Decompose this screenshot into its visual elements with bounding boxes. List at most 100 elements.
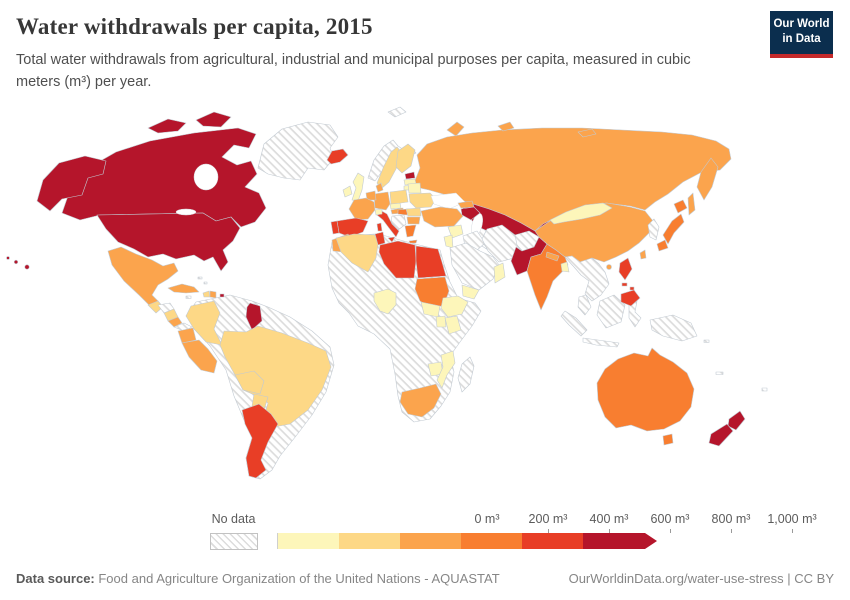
no-data-region-indochina[interactable] — [564, 255, 610, 302]
country-mongolia[interactable] — [549, 202, 613, 225]
country-ethiopia[interactable] — [440, 295, 469, 318]
country-usa-hawaii-3[interactable] — [24, 264, 30, 270]
country-france[interactable] — [348, 197, 376, 221]
country-russia-kamchatka[interactable] — [696, 157, 719, 201]
country-usa-hawaii-1[interactable] — [6, 256, 10, 260]
country-netherlands[interactable] — [365, 190, 377, 201]
legend-bin-600-800[interactable] — [461, 533, 522, 549]
country-syria[interactable] — [447, 224, 464, 239]
country-poland[interactable] — [389, 189, 409, 205]
country-korea[interactable] — [647, 218, 660, 241]
country-israel[interactable] — [443, 234, 454, 249]
legend-bin-800-1000[interactable] — [522, 533, 583, 549]
country-algeria[interactable] — [335, 233, 379, 273]
country-nepal[interactable] — [545, 251, 560, 262]
country-new-guinea[interactable] — [649, 314, 698, 342]
country-canada-victoria-island[interactable] — [147, 118, 187, 134]
no-data-region-balkans[interactable] — [390, 214, 407, 231]
country-bangladesh[interactable] — [560, 261, 570, 273]
country-nigeria[interactable] — [373, 288, 397, 315]
country-mozambique[interactable] — [436, 350, 456, 389]
legend-no-data-swatch[interactable] — [210, 533, 258, 550]
country-svalbard[interactable] — [387, 106, 407, 118]
country-germany[interactable] — [373, 191, 391, 211]
footer-license[interactable]: CC BY — [794, 571, 834, 586]
country-puerto-rico[interactable] — [219, 293, 225, 298]
country-madagascar[interactable] — [457, 356, 475, 393]
country-new-zealand-north[interactable] — [727, 410, 746, 431]
legend-bin-200-400[interactable] — [339, 533, 400, 549]
country-hungary[interactable] — [397, 208, 409, 216]
country-dominican-republic[interactable] — [209, 290, 217, 299]
no-data-region-malay-peninsula[interactable] — [577, 294, 592, 316]
country-italy-sardinia[interactable] — [376, 222, 383, 232]
country-philippines-mindanao[interactable] — [620, 289, 641, 307]
country-haiti[interactable] — [202, 290, 211, 298]
country-costa-rica[interactable] — [167, 316, 183, 328]
legend-bin-400-600[interactable] — [400, 533, 461, 549]
country-philippines-visayas-1[interactable] — [621, 282, 628, 287]
country-solomon-islands[interactable] — [703, 339, 710, 343]
country-russia-novaya-zemlya[interactable] — [446, 121, 465, 137]
legend-bin-1000-plus[interactable] — [583, 533, 657, 549]
country-japan-kyushu[interactable] — [656, 239, 669, 252]
country-south-africa[interactable] — [399, 383, 442, 418]
country-bulgaria[interactable] — [406, 216, 421, 225]
country-egypt[interactable] — [415, 245, 447, 279]
country-estonia[interactable] — [404, 171, 416, 180]
country-oman[interactable] — [493, 262, 506, 284]
country-belarus[interactable] — [407, 182, 422, 194]
country-russia-sakhalin[interactable] — [687, 192, 696, 216]
country-new-zealand-south[interactable] — [708, 423, 734, 447]
country-philippines-visayas-2[interactable] — [629, 286, 635, 291]
country-denmark[interactable] — [375, 182, 384, 193]
country-australia-tasmania[interactable] — [662, 433, 674, 446]
country-yemen[interactable] — [461, 284, 480, 300]
country-bolivia[interactable] — [234, 370, 265, 395]
country-bahamas-1[interactable] — [197, 276, 203, 280]
country-finland[interactable] — [395, 143, 416, 174]
country-greece[interactable] — [404, 224, 417, 238]
footer-link[interactable]: OurWorldinData.org/water-use-stress — [568, 571, 784, 586]
country-greece-crete[interactable] — [408, 239, 418, 244]
country-romania[interactable] — [405, 207, 422, 217]
country-indonesia-borneo[interactable] — [596, 294, 626, 329]
country-fiji[interactable] — [761, 387, 768, 392]
country-usa-hawaii-2[interactable] — [13, 259, 19, 265]
country-usa[interactable] — [96, 212, 241, 272]
owid-logo[interactable]: Our World in Data — [770, 11, 833, 58]
country-china-hainan[interactable] — [606, 264, 612, 270]
country-turkey[interactable] — [420, 206, 464, 228]
country-libya[interactable] — [378, 240, 417, 279]
country-italy[interactable] — [376, 209, 400, 238]
country-mexico[interactable] — [107, 246, 179, 306]
country-italy-sicily[interactable] — [387, 236, 396, 243]
country-philippines-luzon[interactable] — [618, 257, 633, 281]
country-russia-severnaya[interactable] — [497, 121, 515, 132]
country-indonesia-sumatra[interactable] — [560, 310, 588, 337]
country-ecuador[interactable] — [177, 327, 197, 344]
legend-bin-0-200[interactable] — [277, 533, 339, 549]
country-uganda[interactable] — [435, 315, 447, 328]
country-india[interactable] — [526, 243, 569, 311]
country-canada[interactable] — [61, 127, 267, 228]
country-australia[interactable] — [596, 347, 695, 432]
country-new-caledonia[interactable] — [715, 371, 724, 375]
country-united-kingdom[interactable] — [351, 172, 365, 202]
country-argentina[interactable] — [241, 403, 279, 479]
country-portugal[interactable] — [330, 220, 340, 235]
country-switzerland[interactable] — [374, 208, 383, 216]
country-iceland[interactable] — [326, 148, 349, 165]
country-azerbaijan[interactable] — [460, 206, 481, 221]
country-cuba[interactable] — [167, 283, 200, 294]
country-greenland[interactable] — [257, 121, 339, 181]
country-taiwan[interactable] — [639, 249, 647, 260]
country-indonesia-java[interactable] — [582, 337, 620, 348]
country-peru[interactable] — [181, 339, 218, 374]
country-kenya[interactable] — [444, 315, 462, 335]
country-jamaica[interactable] — [185, 295, 192, 299]
country-tunisia[interactable] — [374, 231, 386, 246]
country-russia-ne-islands[interactable] — [577, 128, 597, 138]
country-japan-hokkaido[interactable] — [673, 199, 688, 214]
country-usa-alaska[interactable] — [36, 155, 107, 212]
